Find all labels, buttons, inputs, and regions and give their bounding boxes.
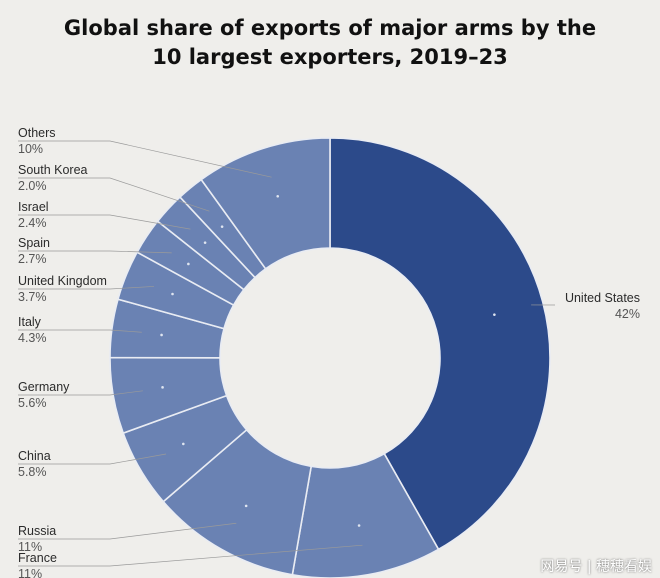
slice-marker-united-kingdom bbox=[171, 292, 174, 296]
label-spain: Spain bbox=[18, 236, 50, 250]
slice-marker-china bbox=[182, 442, 185, 446]
slice-marker-united-states bbox=[493, 313, 496, 316]
chart-title-line2: 10 largest exporters, 2019–23 bbox=[152, 45, 508, 69]
leader-line-israel bbox=[18, 214, 191, 230]
leader-line-russia bbox=[18, 522, 237, 540]
label-south-korea: South Korea bbox=[18, 163, 88, 177]
slice-marker-south-korea bbox=[220, 225, 224, 228]
leader-line-france bbox=[18, 544, 363, 567]
value-south-korea: 2.0% bbox=[18, 179, 47, 193]
leader-line-south-korea bbox=[18, 177, 210, 212]
label-united-kingdom: United Kingdom bbox=[18, 274, 107, 288]
chart-title: Global share of exports of major arms by… bbox=[0, 14, 660, 72]
slice-marker-spain bbox=[187, 262, 190, 266]
label-italy: Italy bbox=[18, 315, 42, 329]
value-germany: 5.6% bbox=[18, 396, 47, 410]
slice-labels: United States42%France11%Russia11%China5… bbox=[18, 126, 640, 578]
slice-marker-russia bbox=[244, 504, 248, 508]
value-russia: 11% bbox=[18, 540, 42, 554]
value-spain: 2.7% bbox=[18, 252, 47, 266]
value-italy: 4.3% bbox=[18, 331, 47, 345]
label-china: China bbox=[18, 449, 51, 463]
label-germany: Germany bbox=[18, 380, 70, 394]
label-france: France bbox=[18, 551, 57, 565]
value-france: 11% bbox=[18, 567, 42, 578]
value-israel: 2.4% bbox=[18, 216, 47, 230]
slice-marker-germany bbox=[161, 386, 164, 389]
donut-slices bbox=[109, 137, 551, 578]
value-united-states: 42% bbox=[615, 307, 640, 321]
value-china: 5.8% bbox=[18, 465, 47, 479]
slice-marker-israel bbox=[203, 241, 207, 244]
leader-line-others bbox=[18, 140, 272, 178]
slice-marker-others bbox=[276, 194, 280, 198]
leader-line-germany bbox=[18, 390, 143, 396]
leader-line-spain bbox=[18, 250, 172, 254]
chart-title-line1: Global share of exports of major arms by… bbox=[63, 16, 597, 40]
slice-marker-italy bbox=[160, 333, 163, 337]
label-united-states: United States bbox=[565, 291, 640, 305]
slice-others bbox=[200, 137, 331, 270]
watermark: 网易号 | 穗穗看娱 bbox=[540, 559, 652, 575]
leader-line-china bbox=[18, 453, 167, 465]
value-others: 10% bbox=[18, 142, 43, 156]
value-united-kingdom: 3.7% bbox=[18, 290, 47, 304]
slice-united-states bbox=[329, 137, 551, 551]
label-israel: Israel bbox=[18, 200, 49, 214]
label-others: Others bbox=[18, 126, 56, 140]
leader-line-united-kingdom bbox=[18, 286, 155, 290]
label-russia: Russia bbox=[18, 524, 56, 538]
label-leader-lines bbox=[18, 140, 556, 567]
leader-line-italy bbox=[18, 329, 142, 333]
slice-marker-france bbox=[357, 524, 361, 527]
